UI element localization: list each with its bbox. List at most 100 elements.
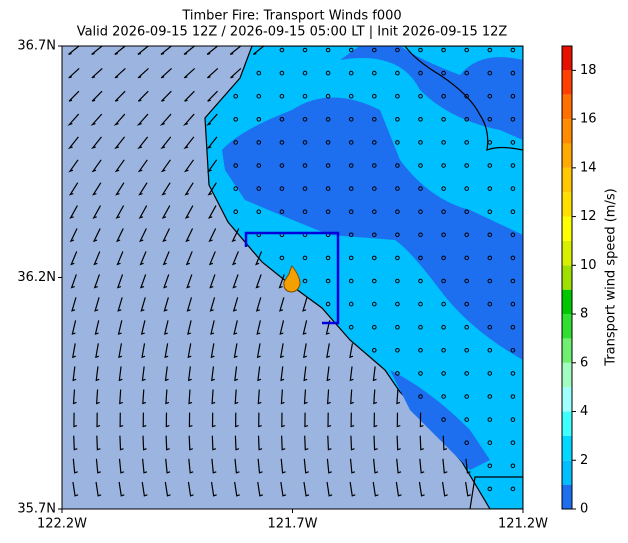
wind-barb [91,90,103,102]
wind-barb [165,412,170,428]
calm-marker [487,417,493,422]
colorbar-band [562,387,572,412]
calm-marker [418,163,423,168]
calm-marker [464,255,470,261]
wind-barb [73,412,78,428]
wind-barb [117,320,123,335]
calm-marker [372,70,377,76]
wind-barb [326,458,332,474]
wind-barb [234,481,240,497]
wind-barb [187,320,192,335]
colorbar-tick-label: 0 [580,502,588,517]
calm-marker [464,93,470,99]
calm-marker [441,117,446,122]
calm-marker [441,70,446,76]
calm-marker [325,278,331,284]
calm-marker [464,394,470,399]
calm-marker [487,232,493,238]
calm-marker [302,163,308,168]
calm-marker [395,186,400,191]
wind-barb [91,159,102,173]
wind-barb [418,481,425,497]
wind-barb [93,251,101,266]
calm-marker [487,394,493,399]
wind-barb [141,343,146,359]
calm-marker [441,324,446,330]
calm-marker [372,163,377,168]
calm-marker [464,348,470,353]
calm-marker [441,417,446,422]
wind-barb [210,481,217,497]
wind-barb [207,205,217,219]
colorbar-band [562,240,572,266]
wind-barb [91,46,103,55]
calm-marker [279,209,285,214]
calm-marker [348,278,354,284]
wind-barb [183,67,196,79]
wind-barb [302,297,308,312]
colorbar-band [562,167,572,193]
wind-barb [211,458,217,474]
wind-barb [115,205,125,219]
wind-barb [325,320,331,335]
wind-barb [71,297,77,312]
colorbar-band [562,192,572,217]
x-tick-label: 122.2W [37,517,87,532]
calm-marker [395,93,400,99]
calm-marker [510,232,516,238]
wind-barb [209,297,216,312]
calm-marker [279,70,285,76]
y-tick-label: 36.2N [17,270,56,285]
calm-marker [302,70,308,76]
calm-marker [256,117,262,122]
wind-barb [350,435,355,451]
wind-barb [141,481,148,497]
wind-barb [91,182,102,196]
calm-marker [510,186,516,191]
calm-marker [256,70,262,76]
wind-barb [209,274,216,289]
wind-barb [303,481,310,497]
wind-barb [210,343,215,359]
wind-barb [442,458,448,474]
x-tick-label: 121.7W [267,517,317,532]
wind-barb [139,251,147,266]
wind-barb [280,458,286,474]
wind-barb [95,366,100,382]
calm-marker [418,255,423,261]
wind-barb [188,435,193,451]
calm-marker [510,163,516,168]
wind-barb [162,228,170,243]
wind-barb [69,228,78,243]
calm-marker [372,301,377,307]
calm-marker [418,324,423,330]
calm-marker [348,70,354,76]
calm-marker [395,140,400,145]
wind-barb [188,389,193,405]
wind-barb [235,412,239,428]
colorbar-tick-label: 8 [580,307,588,322]
calm-marker [372,348,377,353]
wind-barb [349,343,354,359]
wind-barb [114,67,126,79]
calm-marker [441,348,446,353]
calm-marker [487,324,493,330]
colorbar-band [562,289,572,315]
wind-barb [326,481,333,497]
wind-barb [373,389,378,405]
calm-marker [395,348,400,353]
wind-barb [95,389,100,405]
wind-barb [72,458,78,474]
calm-marker [372,140,377,145]
wind-barb [160,136,172,150]
wind-barb [231,228,240,243]
wind-barb [114,90,126,102]
calm-marker [487,278,493,284]
wind-barb [257,458,263,474]
wind-barb [233,320,238,335]
wind-barb [67,113,80,126]
wind-barb [396,435,401,451]
wind-barb [186,297,193,312]
calm-marker [510,209,516,214]
colorbar-band [562,94,572,120]
